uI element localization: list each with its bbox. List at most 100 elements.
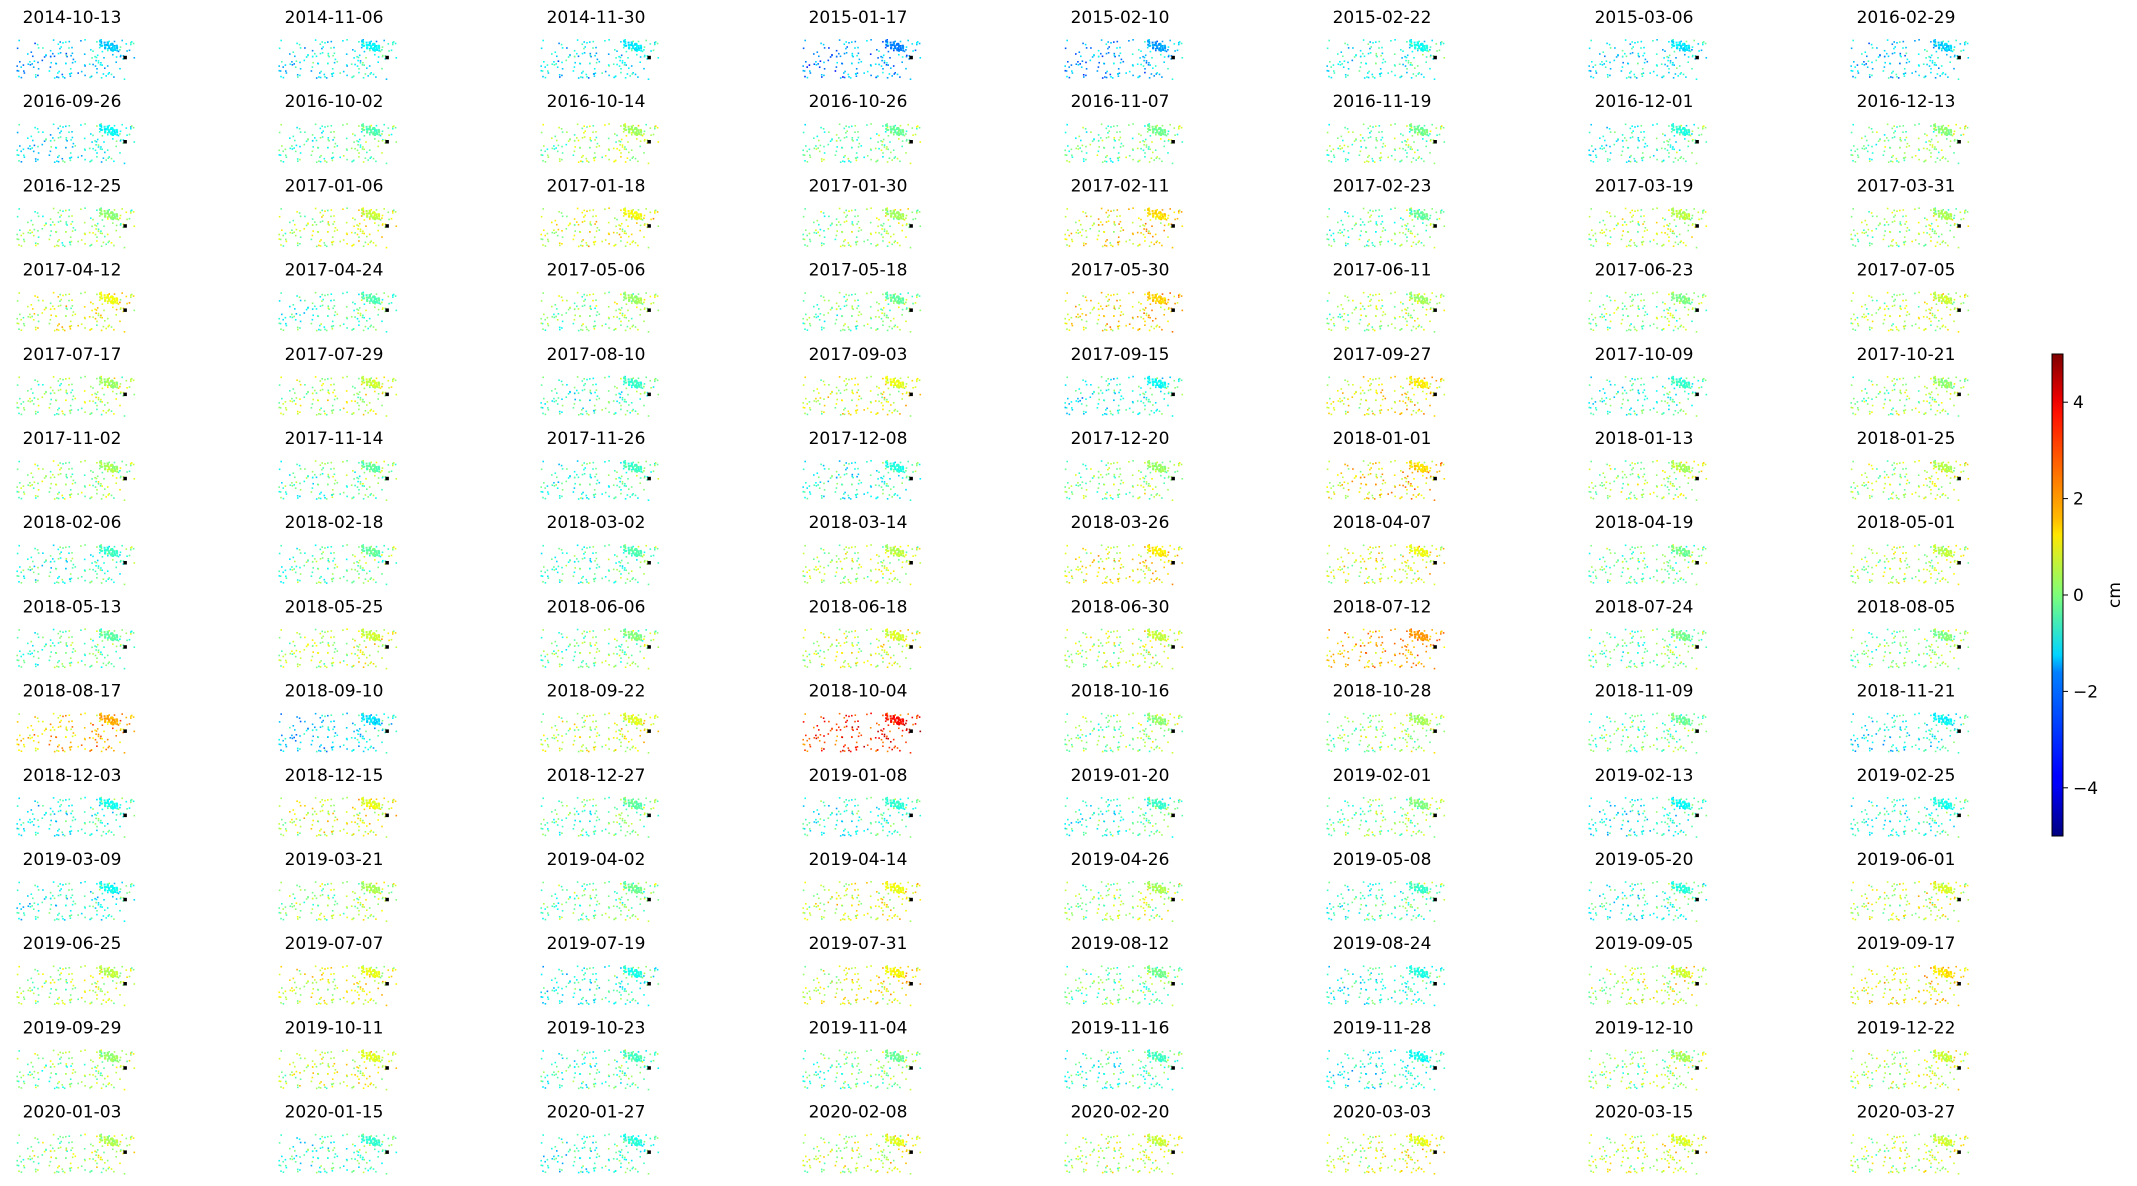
scatter-point: [595, 47, 597, 49]
scatter-point: [807, 77, 809, 79]
scatter-point: [893, 65, 895, 67]
scatter-point: [1684, 45, 1686, 47]
scatter-point: [62, 76, 64, 78]
scatter-point: [573, 70, 575, 72]
scatter-point: [1684, 54, 1686, 56]
scatter-point: [1079, 63, 1081, 65]
scatter-point: [70, 139, 72, 141]
scatter-point: [327, 63, 329, 65]
scatter-point: [1652, 40, 1654, 42]
panels-grid: 2014-10-13 2014-11-06 2014-11-30 2015-01-17…: [16, 8, 1969, 1175]
scatter-point: [21, 161, 23, 163]
scatter-point: [599, 61, 601, 63]
scatter-point: [852, 53, 854, 55]
scatter-point: [1085, 75, 1087, 77]
scatter-points: [16, 39, 135, 80]
scatter-point: [1907, 59, 1909, 61]
scatter-point: [111, 74, 113, 76]
scatter-point: [569, 54, 571, 56]
scatter-point: [1637, 63, 1639, 65]
scatter-point: [1399, 63, 1401, 65]
scatter-point: [886, 45, 888, 47]
scatter-point: [96, 152, 98, 154]
scatter-point: [1065, 70, 1067, 72]
scatter-point: [1100, 53, 1102, 55]
scatter-point: [321, 48, 323, 50]
scatter-point: [1118, 75, 1120, 77]
scatter-point: [842, 76, 844, 78]
scatter-point: [851, 41, 853, 43]
scatter-point: [1679, 42, 1681, 44]
scatter-point: [299, 44, 301, 46]
scatter-point: [1958, 78, 1960, 80]
scatter-point: [103, 73, 105, 75]
scatter-point: [1081, 66, 1083, 68]
scatter-point: [119, 49, 121, 51]
scatter-point: [24, 156, 26, 158]
scatter-point: [1599, 53, 1601, 55]
scatter-point: [1132, 53, 1134, 55]
scatter-point: [1675, 57, 1677, 59]
scatter-point: [59, 41, 61, 43]
scatter-point: [1110, 74, 1112, 76]
scatter-point: [631, 50, 633, 52]
scatter-point: [102, 51, 104, 53]
scatter-point: [72, 62, 74, 64]
scatter-point: [35, 74, 37, 76]
scatter-point: [1162, 41, 1164, 43]
scatter-point: [1653, 71, 1655, 73]
scatter-point: [1672, 45, 1674, 47]
scatter-point: [1606, 43, 1608, 45]
scatter-point: [1918, 39, 1920, 41]
scatter-point: [1146, 60, 1148, 62]
scatter-point: [559, 76, 561, 78]
scatter-point: [388, 43, 390, 45]
scatter-point: [882, 57, 884, 59]
scatter-point: [1328, 40, 1330, 42]
scatter-point: [1169, 40, 1171, 42]
scatter-point: [890, 42, 892, 44]
scatter-point: [382, 46, 384, 48]
scatter-point: [1152, 67, 1154, 69]
scatter-point: [608, 75, 610, 77]
scatter-point: [1129, 71, 1131, 73]
scatter-point: [877, 57, 879, 59]
scatter-point: [1602, 64, 1604, 66]
scatter-point: [1871, 44, 1873, 46]
scatter-point: [101, 149, 103, 151]
scatter-point: [44, 140, 46, 142]
scatter-point: [1149, 77, 1151, 79]
scatter-point: [68, 47, 70, 49]
scatter-point: [1948, 49, 1950, 51]
scatter-point: [1668, 41, 1670, 43]
scatter-point: [360, 60, 362, 62]
scatter-point: [1379, 73, 1381, 75]
scatter-point: [1596, 72, 1598, 74]
scatter-point: [27, 137, 29, 139]
scatter-point: [594, 68, 596, 70]
scatter-point: [1656, 75, 1658, 77]
scatter-point: [89, 148, 91, 150]
scatter-point: [90, 133, 92, 135]
scatter-points: [16, 123, 135, 164]
scatter-point: [100, 45, 102, 47]
scatter-point: [285, 70, 287, 72]
scatter-point: [35, 160, 37, 162]
scatter-point: [286, 72, 288, 74]
scatter-point: [1429, 68, 1431, 70]
scatter-point: [89, 161, 91, 163]
scatter-point: [60, 46, 62, 48]
scatter-point: [1144, 72, 1146, 74]
scatter-point: [319, 72, 321, 74]
scatter-point: [604, 40, 606, 42]
scatter-point: [1929, 60, 1931, 62]
scatter-point: [803, 48, 805, 50]
scatter-point: [94, 56, 96, 58]
scatter-point: [1934, 45, 1936, 47]
scatter-point: [19, 61, 21, 63]
scatter-point: [65, 147, 67, 149]
scatter-point: [1945, 74, 1947, 76]
scatter-point: [577, 39, 579, 41]
scatter-point: [1930, 57, 1932, 59]
